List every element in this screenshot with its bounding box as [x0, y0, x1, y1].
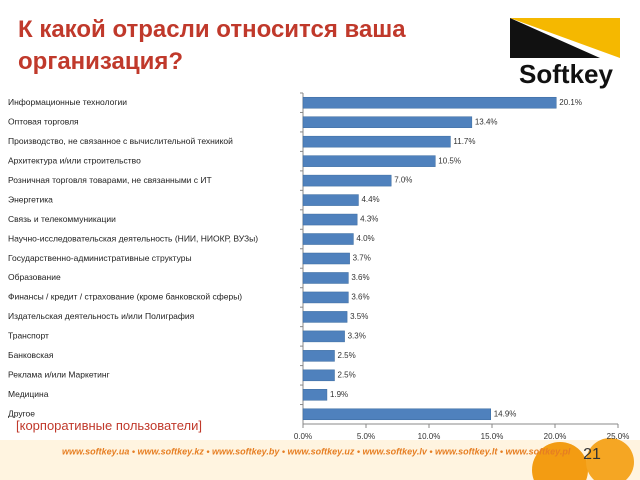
- bar: [302, 194, 359, 206]
- value-label: 20.1%: [559, 98, 582, 107]
- y-tick-label: Издательская деятельность и/или Полиграф…: [8, 311, 195, 321]
- x-tick-label: 5.0%: [357, 432, 375, 441]
- y-tick-label: Реклама и/или Маркетинг: [8, 370, 110, 380]
- bar: [302, 350, 335, 362]
- bar: [302, 330, 345, 343]
- value-label: 3.6%: [351, 273, 369, 282]
- x-tick-label: 0.0%: [294, 432, 312, 441]
- decoration: [532, 442, 588, 480]
- logo-shape: [510, 18, 620, 58]
- value-label: 11.7%: [453, 137, 475, 146]
- y-tick-label: Архитектура и/или строительство: [8, 155, 141, 165]
- y-tick-label: Оптовая торговля: [8, 116, 79, 126]
- logo-shape: [510, 18, 600, 58]
- y-tick-label: Энергетика: [8, 194, 53, 204]
- bar: [302, 135, 451, 148]
- y-tick-label: Производство, не связанное с вычислитель…: [8, 136, 233, 146]
- y-tick-label: Розничная торговля товарами, не связанны…: [8, 175, 212, 185]
- value-label: 14.9%: [494, 409, 517, 418]
- value-label: 3.7%: [353, 254, 371, 263]
- value-label: 3.5%: [350, 312, 368, 321]
- x-tick-label: 15.0%: [481, 432, 504, 441]
- y-tick-label: Банковская: [8, 350, 54, 360]
- value-label: 13.4%: [475, 117, 498, 126]
- value-label: 3.3%: [348, 331, 366, 340]
- decoration: [586, 438, 634, 480]
- x-tick-label: 20.0%: [544, 432, 567, 441]
- bar: [302, 369, 335, 382]
- y-tick-label: Государственно-административные структур…: [8, 253, 192, 263]
- note: [корпоративные пользователи]: [16, 418, 202, 433]
- value-label: 1.9%: [330, 390, 348, 399]
- value-label: 3.6%: [351, 293, 369, 302]
- bar: [302, 408, 491, 421]
- value-label: 4.0%: [356, 234, 374, 243]
- bar: [302, 213, 358, 226]
- y-tick-label: Связь и телекоммуникации: [8, 214, 116, 224]
- value-label: 7.0%: [394, 176, 412, 185]
- bar: [302, 389, 328, 401]
- bar: [302, 252, 350, 265]
- bar: [302, 155, 436, 167]
- x-tick-label: 10.0%: [418, 432, 441, 441]
- bar: [302, 116, 473, 128]
- value-label: 4.3%: [360, 215, 378, 224]
- logo-text: Softkey: [519, 59, 613, 89]
- bar: [302, 272, 349, 284]
- value-label: 2.5%: [338, 370, 356, 379]
- bar: [302, 233, 354, 245]
- title: К какой отрасли относится ваша организац…: [18, 16, 406, 75]
- bar: [302, 96, 557, 109]
- bar: [302, 174, 392, 187]
- y-tick-label: Научно-исследовательская деятельность (Н…: [8, 233, 258, 243]
- logo: Softkey: [502, 14, 626, 94]
- y-tick-label: Другое: [8, 409, 35, 419]
- bar: [302, 311, 348, 323]
- page-number: 21: [583, 446, 601, 463]
- value-label: 4.4%: [361, 195, 379, 204]
- y-tick-label: Транспорт: [8, 331, 49, 341]
- y-tick-label: Финансы / кредит / страхование (кроме ба…: [8, 292, 242, 302]
- value-label: 2.5%: [338, 351, 356, 360]
- footer-links: www.softkey.ua • www.softkey.kz • www.so…: [62, 446, 571, 456]
- x-tick-label: 25.0%: [607, 432, 630, 441]
- y-tick-label: Образование: [8, 272, 61, 282]
- bar: [302, 291, 349, 304]
- value-label: 10.5%: [438, 156, 461, 165]
- y-tick-label: Информационные технологии: [8, 97, 127, 107]
- y-tick-label: Медицина: [8, 389, 49, 399]
